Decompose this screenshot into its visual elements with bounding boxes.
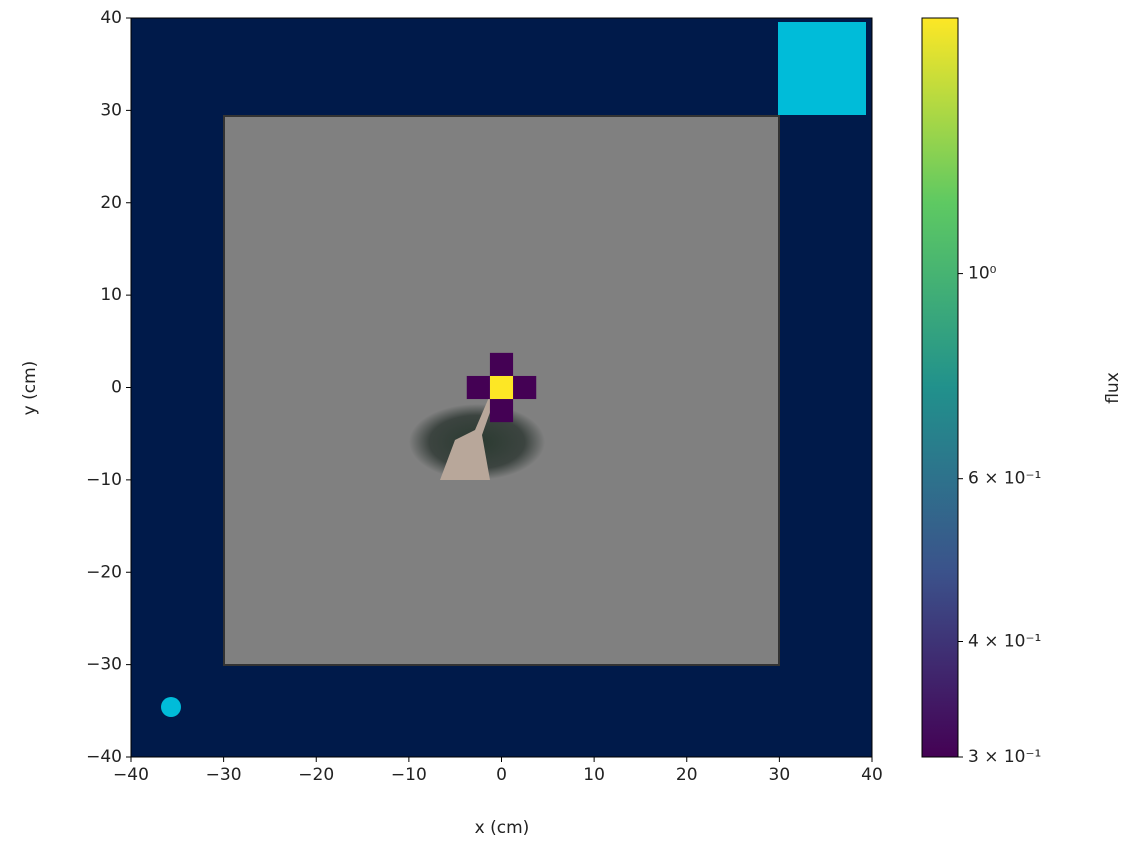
x-tick-label: 40 <box>861 765 883 785</box>
y-tick-label: 40 <box>100 8 122 28</box>
colorbar-label: flux <box>1103 372 1123 404</box>
colorbar-tick-label: 4 × 10⁻¹ <box>968 631 1041 651</box>
page: {"chart_data": {"type": "heatmap", "xlab… <box>0 0 1130 847</box>
y-tick-label: 20 <box>100 193 122 213</box>
y-axis-label: y (cm) <box>20 361 40 416</box>
heatmap-cell <box>490 353 513 376</box>
x-tick-label: 10 <box>583 765 605 785</box>
x-tick-label: 30 <box>769 765 791 785</box>
y-tick-label: 10 <box>100 285 122 305</box>
x-tick-label: 0 <box>496 765 507 785</box>
colorbar-tick-label: 6 × 10⁻¹ <box>968 469 1041 489</box>
heatmap-cell <box>490 399 513 422</box>
colorbar <box>922 18 958 757</box>
y-tick-label: −10 <box>86 470 122 490</box>
colorbar-tick-label: 10⁰ <box>968 264 997 284</box>
y-tick-label: −30 <box>86 655 122 675</box>
heatmap-cell <box>513 376 536 399</box>
heatmap-cell <box>490 376 513 399</box>
x-tick-label: −30 <box>206 765 242 785</box>
y-tick-label: −40 <box>86 747 122 767</box>
heatmap-cell <box>467 376 490 399</box>
origin-marker <box>161 697 181 717</box>
corner-marker <box>778 22 866 115</box>
x-axis-label: x (cm) <box>475 818 530 838</box>
y-tick-label: −20 <box>86 562 122 582</box>
x-tick-label: 20 <box>676 765 698 785</box>
x-tick-label: −10 <box>391 765 427 785</box>
y-tick-label: 0 <box>111 378 122 398</box>
chart: x (cm) y (cm) flux −40 −30 −20 −10 0 10 20 30 40… <box>0 0 1130 843</box>
x-tick-label: −40 <box>113 765 149 785</box>
colorbar-tick-label: 3 × 10⁻¹ <box>968 747 1041 767</box>
x-tick-label: −20 <box>298 765 334 785</box>
y-tick-label: 30 <box>100 100 122 120</box>
